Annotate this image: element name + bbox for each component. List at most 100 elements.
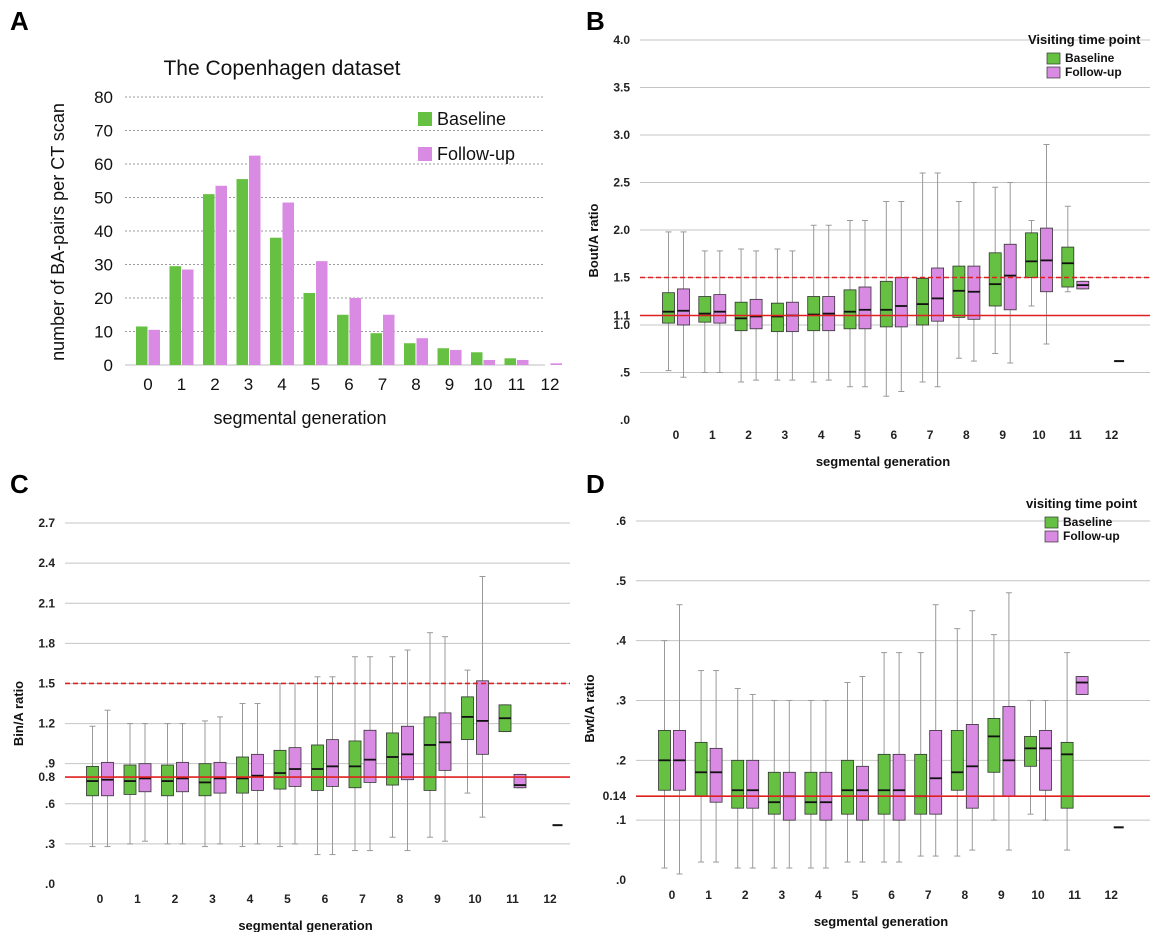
box-baseline-8 xyxy=(950,729,964,791)
legend-swatch-followup xyxy=(418,147,432,161)
y-tick-label: .5 xyxy=(620,366,630,380)
box-baseline-4 xyxy=(804,771,818,815)
y-tick-label: .6 xyxy=(616,514,626,528)
y-tick-label: 0.14 xyxy=(603,789,627,803)
legend-swatch-baseline xyxy=(418,112,432,126)
legend-title: Visiting time point xyxy=(1028,32,1141,47)
box-baseline-2 xyxy=(734,301,748,332)
x-tick-label: 5 xyxy=(311,375,320,394)
x-tick-label: 0 xyxy=(97,892,104,906)
x-axis-label: segmental generation xyxy=(816,454,950,469)
box-followup-5 xyxy=(856,765,869,821)
box-baseline-10 xyxy=(461,696,474,741)
legend-swatch-followup xyxy=(1044,530,1059,543)
box-baseline-8 xyxy=(952,265,966,318)
x-tick-label: 7 xyxy=(927,428,934,442)
box-baseline-2 xyxy=(731,759,745,809)
box-followup-7 xyxy=(931,267,944,322)
y-tick-label: .3 xyxy=(45,837,55,851)
box-followup-6 xyxy=(326,739,339,787)
y-tick-label: .0 xyxy=(616,873,626,887)
legend-label: Follow-up xyxy=(437,144,515,164)
x-tick-label: 11 xyxy=(1069,428,1082,442)
box-followup-7 xyxy=(929,729,943,815)
bar-baseline-6 xyxy=(337,314,349,365)
x-tick-label: 10 xyxy=(1032,428,1046,442)
y-tick-label: 2.7 xyxy=(38,516,55,530)
y-tick-label: .5 xyxy=(616,574,626,588)
x-tick-label: 11 xyxy=(508,375,526,394)
x-tick-label: 6 xyxy=(890,428,897,442)
legend-swatch-baseline xyxy=(1046,52,1061,65)
y-tick-label: .3 xyxy=(616,693,626,707)
legend-swatch-baseline xyxy=(1044,516,1059,529)
box-baseline-9 xyxy=(423,716,437,791)
bar-baseline-5 xyxy=(303,292,315,365)
box-baseline-10 xyxy=(1025,232,1038,278)
box-followup-1 xyxy=(713,294,727,324)
x-tick-label: 4 xyxy=(247,892,254,906)
bar-followup-3 xyxy=(249,155,261,365)
x-tick-label: 0 xyxy=(669,888,676,902)
x-tick-label: 3 xyxy=(209,892,216,906)
bar-followup-4 xyxy=(282,202,294,365)
y-tick-label: 10 xyxy=(94,323,113,342)
panel-label-D: D xyxy=(586,469,605,499)
box-followup-5 xyxy=(858,286,872,330)
x-tick-label: 6 xyxy=(344,375,353,394)
box-baseline-1 xyxy=(698,296,712,323)
chart-title: The Copenhagen dataset xyxy=(163,57,400,80)
x-tick-label: 12 xyxy=(1105,888,1119,902)
y-axis-label: Bin/A ratio xyxy=(11,681,26,746)
bar-followup-5 xyxy=(316,261,328,365)
x-tick-label: 12 xyxy=(543,892,557,906)
y-tick-label: 1.5 xyxy=(613,271,630,285)
x-tick-label: 11 xyxy=(506,892,519,906)
box-followup-8 xyxy=(967,265,981,320)
panel-label-C: C xyxy=(10,469,29,499)
legend-label: Baseline xyxy=(437,109,506,129)
box-baseline-7 xyxy=(916,278,929,326)
legend-title: visiting time point xyxy=(1026,496,1138,511)
x-tick-label: 12 xyxy=(1105,428,1119,442)
bar-followup-2 xyxy=(215,185,227,365)
box-baseline-6 xyxy=(877,753,891,815)
box-baseline-11 xyxy=(1060,741,1074,809)
x-tick-label: 8 xyxy=(411,375,420,394)
x-tick-label: 5 xyxy=(284,892,291,906)
legend-label: Baseline xyxy=(1065,51,1115,65)
box-baseline-9 xyxy=(988,252,1002,307)
x-tick-label: 10 xyxy=(474,375,493,394)
y-tick-label: 20 xyxy=(94,289,113,308)
y-tick-label: .6 xyxy=(45,797,55,811)
x-tick-label: 9 xyxy=(445,375,454,394)
x-tick-label: 8 xyxy=(963,428,970,442)
box-followup-1 xyxy=(709,747,723,803)
box-baseline-1 xyxy=(694,741,708,797)
legend-label: Baseline xyxy=(1063,515,1113,529)
x-tick-label: 12 xyxy=(541,375,560,394)
y-tick-label: 2.4 xyxy=(38,556,55,570)
box-followup-10 xyxy=(1039,729,1052,791)
y-tick-label: 0.8 xyxy=(38,770,55,784)
x-tick-label: 5 xyxy=(852,888,859,902)
y-tick-label: 50 xyxy=(94,189,113,208)
x-tick-label: 4 xyxy=(815,888,822,902)
x-tick-label: 7 xyxy=(378,375,387,394)
y-axis-label: Bwt/A ratio xyxy=(582,674,597,742)
bar-followup-12 xyxy=(550,363,562,365)
box-followup-4 xyxy=(251,753,264,791)
bar-baseline-10 xyxy=(471,352,483,365)
bar-baseline-1 xyxy=(169,266,181,365)
x-tick-label: 8 xyxy=(961,888,968,902)
box-followup-10 xyxy=(476,680,489,755)
box-followup-0 xyxy=(677,288,690,326)
box-followup-6 xyxy=(892,753,906,821)
box-baseline-11 xyxy=(1061,246,1075,288)
x-tick-label: 5 xyxy=(854,428,861,442)
box-baseline-0 xyxy=(662,292,675,324)
y-tick-label: 1.1 xyxy=(613,309,630,323)
x-axis-label: segmental generation xyxy=(814,914,948,929)
bar-baseline-11 xyxy=(504,358,516,365)
box-baseline-6 xyxy=(311,744,324,791)
